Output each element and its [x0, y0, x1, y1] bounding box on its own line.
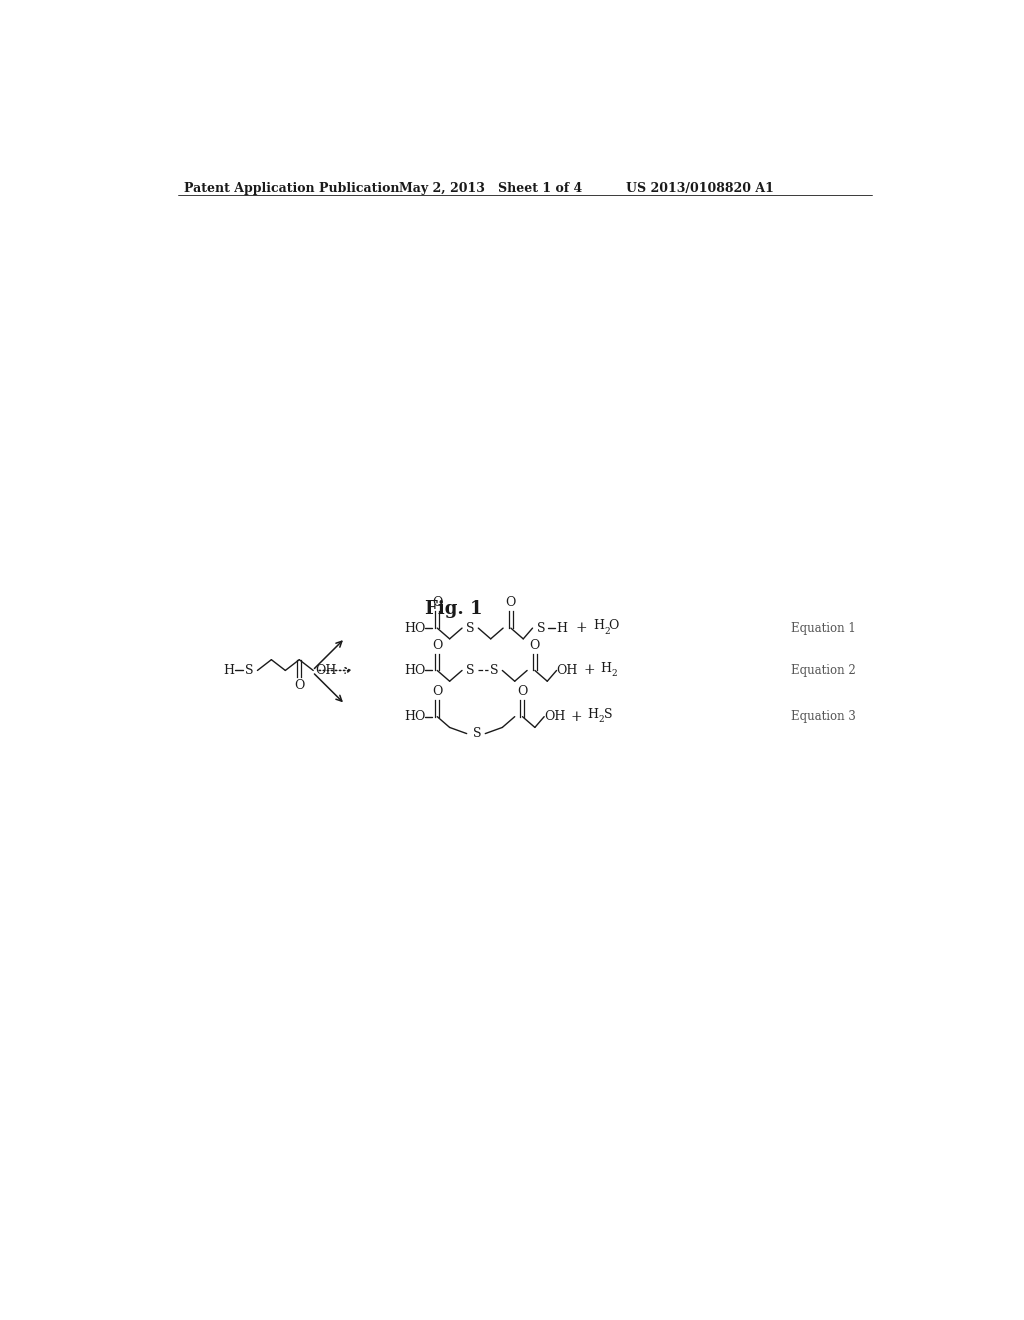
Text: S: S — [537, 622, 546, 635]
Text: H: H — [593, 619, 604, 632]
Text: S: S — [246, 664, 254, 677]
Text: May 2, 2013   Sheet 1 of 4: May 2, 2013 Sheet 1 of 4 — [399, 182, 583, 194]
Text: H: H — [600, 661, 611, 675]
Text: O: O — [432, 685, 442, 698]
Text: H: H — [588, 708, 598, 721]
Text: S: S — [604, 708, 612, 721]
Text: Equation 3: Equation 3 — [791, 710, 855, 723]
Text: HO: HO — [404, 622, 425, 635]
Text: 2: 2 — [599, 715, 604, 725]
Text: H: H — [223, 664, 234, 677]
Text: O: O — [517, 685, 527, 698]
Text: +: + — [571, 710, 583, 723]
Text: O: O — [506, 597, 516, 610]
Text: H: H — [556, 622, 567, 635]
Text: S: S — [466, 664, 475, 677]
Text: Equation 1: Equation 1 — [791, 622, 855, 635]
Text: +: + — [584, 664, 595, 677]
Text: HO: HO — [404, 664, 425, 677]
Text: O: O — [432, 639, 442, 652]
Text: S: S — [466, 622, 475, 635]
Text: O: O — [608, 619, 620, 632]
Text: OH: OH — [557, 664, 579, 677]
Text: 2: 2 — [604, 627, 609, 636]
Text: OH: OH — [545, 710, 565, 723]
Text: Fig. 1: Fig. 1 — [425, 599, 482, 618]
Text: Patent Application Publication: Patent Application Publication — [183, 182, 399, 194]
Text: S: S — [473, 727, 481, 741]
Text: +: + — [575, 622, 587, 635]
Text: S: S — [490, 664, 499, 677]
Text: O: O — [529, 639, 540, 652]
Text: US 2013/0108820 A1: US 2013/0108820 A1 — [626, 182, 773, 194]
Text: 2: 2 — [611, 669, 616, 678]
Text: Equation 2: Equation 2 — [791, 664, 855, 677]
Text: O: O — [432, 597, 442, 610]
Text: HO: HO — [404, 710, 425, 723]
Text: OH: OH — [315, 664, 336, 677]
Text: O: O — [294, 680, 304, 693]
